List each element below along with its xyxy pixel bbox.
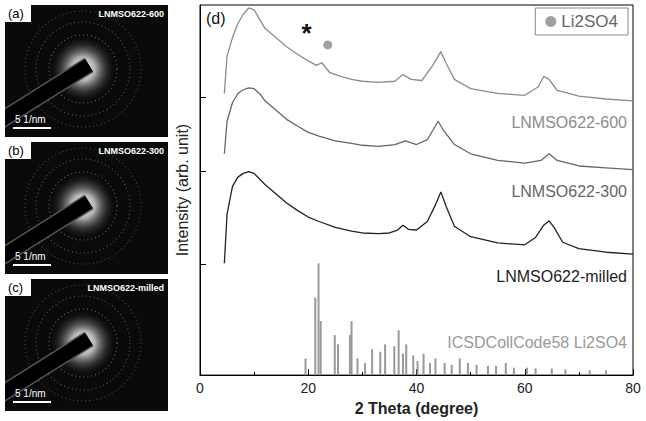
svg-text:5 1/nm: 5 1/nm	[15, 251, 46, 262]
svg-text:LNMSO622-600: LNMSO622-600	[511, 114, 627, 131]
svg-text:20: 20	[300, 380, 316, 396]
svg-text:ICSDCollCode58 Li2SO4: ICSDCollCode58 Li2SO4	[447, 334, 627, 351]
svg-text:(a): (a)	[8, 6, 24, 21]
svg-text:LNMSO622-milled: LNMSO622-milled	[87, 283, 164, 293]
svg-text:80: 80	[625, 380, 641, 396]
svg-text:*: *	[302, 18, 313, 48]
svg-text:40: 40	[409, 380, 425, 396]
svg-text:60: 60	[517, 380, 533, 396]
svg-text:(b): (b)	[8, 143, 24, 158]
svg-text:LNMSO622-600: LNMSO622-600	[98, 9, 164, 19]
svg-text:LNMSO622-300: LNMSO622-300	[511, 183, 627, 200]
svg-text:5 1/nm: 5 1/nm	[15, 388, 46, 399]
svg-text:Li2SO4: Li2SO4	[561, 12, 618, 31]
svg-text:(d): (d)	[206, 10, 226, 27]
svg-text:(c): (c)	[8, 280, 23, 295]
svg-text:Intensity (arb. unit): Intensity (arb. unit)	[174, 124, 191, 256]
svg-text:2 Theta (degree): 2 Theta (degree)	[355, 400, 479, 417]
svg-text:0: 0	[196, 380, 204, 396]
svg-text:LNMSO622-300: LNMSO622-300	[98, 146, 164, 156]
svg-text:5 1/nm: 5 1/nm	[15, 114, 46, 125]
svg-text:LNMSO622-milled: LNMSO622-milled	[496, 268, 627, 285]
